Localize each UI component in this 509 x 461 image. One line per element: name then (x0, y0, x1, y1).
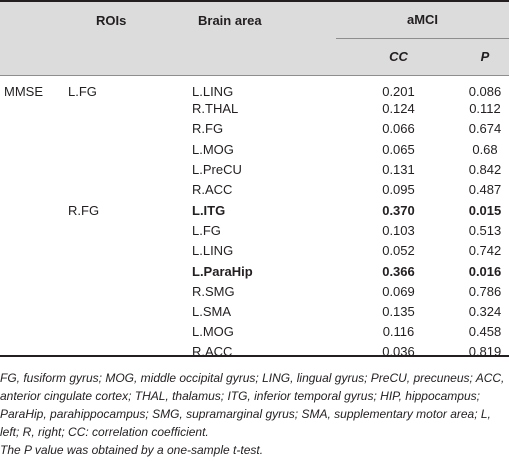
cell-p: 0.086 (468, 83, 502, 99)
table-row: L.SMA 0.135 0.324 (0, 301, 509, 321)
cell-measure (0, 261, 68, 281)
cell-cc: 0.065 (382, 141, 415, 157)
table-footnote: FG, fusiform gyrus; MOG, middle occipita… (0, 369, 509, 459)
cell-roi: L.FG (68, 83, 97, 99)
cell-cc: 0.052 (382, 243, 415, 259)
cell-p: 0.842 (468, 162, 502, 178)
header-rois: ROIs (96, 12, 127, 28)
cell-p: 0.742 (468, 243, 502, 259)
cell-brain-area: L.LING (192, 83, 234, 99)
cell-cc: 0.103 (382, 222, 415, 238)
cell-roi (68, 159, 192, 179)
correlation-table: ROIs Brain area aMCI CC P MMSE L.FG L.LING… (0, 1, 509, 368)
cell-cc: 0.116 (382, 324, 415, 340)
cell-measure: MMSE (4, 83, 43, 99)
cell-roi (68, 180, 192, 200)
cell-brain-area: L.FG (192, 222, 221, 238)
cell-p: 0.487 (468, 182, 502, 198)
cell-measure (0, 119, 68, 139)
header-blank-4 (192, 38, 336, 75)
table-row: R.THAL 0.124 0.112 (0, 99, 509, 119)
cell-cc: 0.201 (382, 83, 415, 99)
table-row: MMSE L.FG L.LING 0.201 0.086 (0, 75, 509, 99)
cell-p: 0.674 (468, 121, 502, 137)
cell-measure (0, 301, 68, 321)
cell-roi (68, 119, 192, 139)
header-brain-area: Brain area (198, 12, 262, 28)
table-body: MMSE L.FG L.LING 0.201 0.086 R.THAL 0.124 0.112… (0, 75, 509, 368)
cell-brain-area: R.FG (192, 121, 224, 137)
cell-brain-area: L.MOG (192, 141, 234, 157)
cell-cc: 0.366 (382, 263, 415, 279)
table-row: L.MOG 0.116 0.458 (0, 322, 509, 342)
cell-p: 0.015 (468, 202, 502, 218)
table-row: L.MOG 0.065 0.68 (0, 139, 509, 159)
cell-measure (0, 159, 68, 179)
cell-p: 0.68 (472, 141, 498, 157)
cell-brain-area: L.ITG (192, 202, 226, 218)
table-bottom-rule (0, 355, 509, 357)
cell-roi (68, 322, 192, 342)
table-row: R.SMG 0.069 0.786 (0, 281, 509, 301)
table-header: ROIs Brain area aMCI CC P (0, 1, 509, 75)
header-row-2: CC P (0, 37, 509, 75)
cell-brain-area: L.ParaHip (192, 263, 253, 279)
cell-roi (68, 241, 192, 261)
cell-p: 0.458 (468, 324, 502, 340)
table-row: R.ACC 0.095 0.487 (0, 180, 509, 200)
cell-measure (0, 322, 68, 342)
table-row: L.ParaHip 0.366 0.016 (0, 261, 509, 281)
cell-measure (0, 200, 68, 220)
cell-brain-area: L.LING (192, 243, 234, 259)
cell-brain-area: R.SMG (192, 283, 235, 299)
header-p: P (461, 37, 509, 75)
footnote-p-value: The P value was obtained by a one-sample… (0, 443, 264, 457)
cell-brain-area: L.MOG (192, 324, 234, 340)
table-row: R.FG 0.066 0.674 (0, 119, 509, 139)
header-row-1: ROIs Brain area aMCI (0, 1, 509, 38)
cell-roi: R.FG (68, 202, 100, 218)
cell-cc: 0.095 (382, 182, 415, 198)
header-group: aMCI (406, 12, 439, 28)
cell-p: 0.786 (468, 283, 502, 299)
table-row: L.FG 0.103 0.513 (0, 220, 509, 240)
cell-measure (0, 281, 68, 301)
cell-roi (68, 99, 192, 119)
table-row: L.LING 0.052 0.742 (0, 241, 509, 261)
cell-p: 0.513 (468, 222, 502, 238)
cell-cc: 0.135 (382, 304, 415, 320)
header-blank (0, 1, 68, 38)
cell-measure (0, 220, 68, 240)
cell-p: 0.016 (468, 263, 502, 279)
cell-roi (68, 220, 192, 240)
cell-cc: 0.124 (382, 101, 415, 117)
cell-brain-area: L.SMA (192, 304, 232, 320)
cell-cc: 0.069 (382, 283, 415, 299)
cell-cc: 0.370 (382, 202, 415, 218)
cell-measure (0, 99, 68, 119)
cell-cc: 0.066 (382, 121, 415, 137)
cell-p: 0.112 (469, 101, 501, 117)
footnote-abbreviations: FG, fusiform gyrus; MOG, middle occipita… (0, 371, 505, 439)
cell-measure (0, 241, 68, 261)
cell-brain-area: R.ACC (192, 182, 233, 198)
cell-roi (68, 301, 192, 321)
cell-roi (68, 139, 192, 159)
cell-brain-area: R.THAL (192, 101, 239, 117)
cell-p: 0.324 (468, 304, 502, 320)
cell-cc: 0.131 (382, 162, 415, 178)
header-blank-2 (0, 38, 68, 75)
table-row: R.FG L.ITG 0.370 0.015 (0, 200, 509, 220)
cell-brain-area: L.PreCU (192, 162, 242, 178)
cell-measure (0, 180, 68, 200)
header-blank-3 (68, 38, 192, 75)
table-row: L.PreCU 0.131 0.842 (0, 159, 509, 179)
cell-roi (68, 281, 192, 301)
cell-measure (0, 139, 68, 159)
cell-roi (68, 261, 192, 281)
header-cc: CC (336, 37, 461, 75)
